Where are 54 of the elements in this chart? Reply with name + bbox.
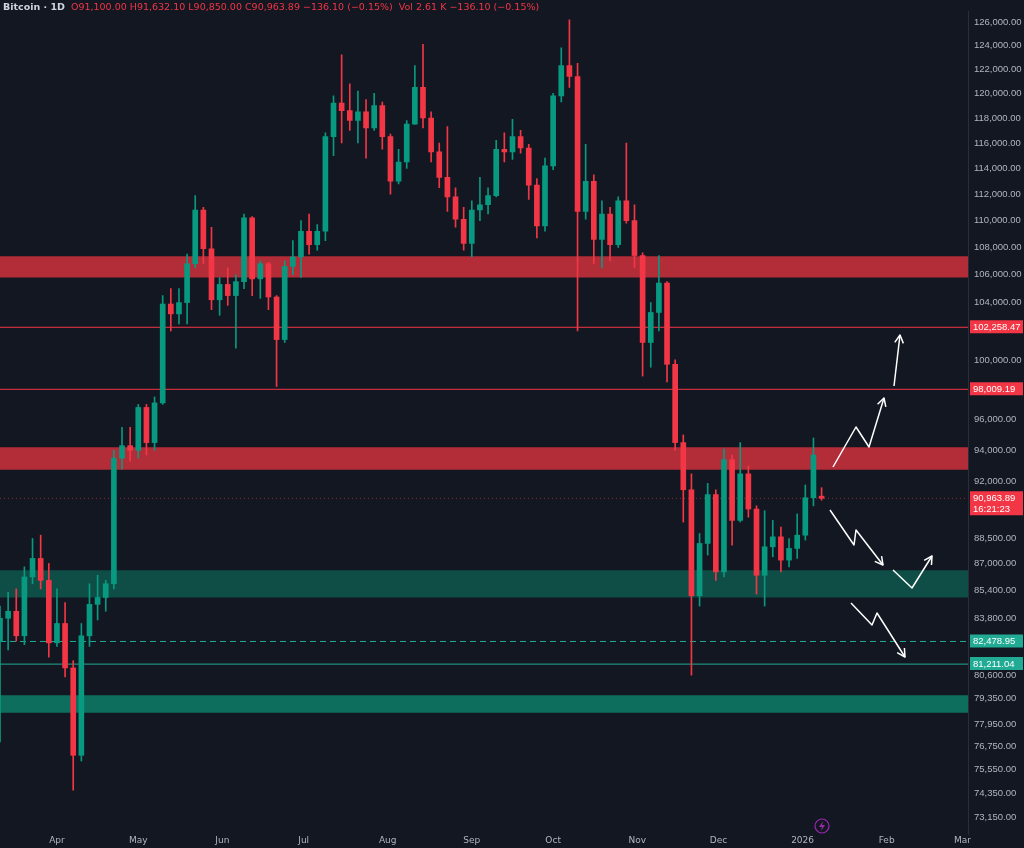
y-tick-label: 114,000.00	[974, 162, 1021, 174]
y-tick-label: 80,600.00	[974, 668, 1017, 680]
y-tick-label: 116,000.00	[974, 136, 1021, 148]
y-tick-label: 79,350.00	[974, 691, 1017, 703]
ref-line-label: 102,258.47	[973, 320, 1021, 332]
y-tick-label: 74,350.00	[974, 786, 1017, 798]
x-tick-label: 2026	[791, 834, 815, 845]
y-tick-label: 73,150.00	[974, 810, 1017, 822]
ref-line-label: 98,009.19	[973, 382, 1016, 394]
y-tick-label: 112,000.00	[974, 187, 1021, 199]
y-tick-label: 100,000.00	[974, 353, 1022, 365]
x-tick-label: Feb	[878, 834, 895, 845]
y-tick-label: 83,800.00	[974, 611, 1017, 623]
ref-line-label: 90,963.89	[973, 491, 1016, 503]
x-tick-label: Apr	[49, 834, 66, 845]
annotation: O91,100.00 H91,632.10 L90,850.00 C90,963.89 −136.10 (−0.15%)	[70, 1, 393, 12]
x-tick-label: Aug	[378, 834, 397, 845]
y-tick-label: 96,000.00	[974, 413, 1017, 425]
y-tick-label: 76,750.00	[974, 740, 1017, 752]
y-tick-label: 104,000.00	[974, 296, 1022, 308]
chart-title: Bitcoin · 1D	[3, 1, 65, 12]
x-tick-label: May	[128, 834, 149, 845]
x-tick-label: Sep	[463, 834, 481, 845]
candlestick	[346, 83, 353, 131]
y-tick-label: 126,000.00	[974, 15, 1022, 27]
x-tick-label: Dec	[709, 834, 728, 845]
y-tick-label: 75,550.00	[974, 763, 1017, 775]
x-tick-label: Jun	[214, 834, 230, 845]
annotation: Vol 2.61 K −136.10 (−0.15%)	[398, 1, 540, 12]
ref-line-label: 81,211.04	[973, 657, 1015, 669]
y-tick-label: 87,000.00	[974, 557, 1017, 569]
y-tick-label: 85,400.00	[974, 584, 1017, 596]
y-tick-label: 92,000.00	[974, 475, 1017, 487]
y-tick-label: 124,000.00	[974, 39, 1022, 51]
y-tick-label: 106,000.00	[974, 268, 1022, 280]
candlestick	[5, 591, 11, 651]
candlestick	[355, 90, 361, 144]
candlestick	[477, 177, 483, 221]
x-tick-label: Oct	[545, 834, 562, 845]
y-tick-label: 77,950.00	[974, 717, 1017, 729]
y-tick-label: 88,500.00	[974, 532, 1017, 544]
y-tick-label: 110,000.00	[974, 214, 1021, 226]
x-tick-label: Jul	[297, 834, 310, 845]
x-tick-label: Mar	[954, 834, 972, 845]
candlestick	[233, 274, 239, 349]
x-tick-label: Nov	[628, 834, 647, 845]
candlestick	[127, 426, 133, 462]
y-tick-label: 122,000.00	[974, 62, 1022, 74]
y-tick-label: 108,000.00	[974, 241, 1022, 253]
y-tick-label: 118,000.00	[974, 111, 1021, 123]
ref-line-label: 82,478.95	[973, 635, 1016, 647]
y-tick-label: 94,000.00	[974, 443, 1017, 455]
y-tick-label: 120,000.00	[974, 87, 1022, 99]
text: 16:21:23	[973, 502, 1010, 514]
